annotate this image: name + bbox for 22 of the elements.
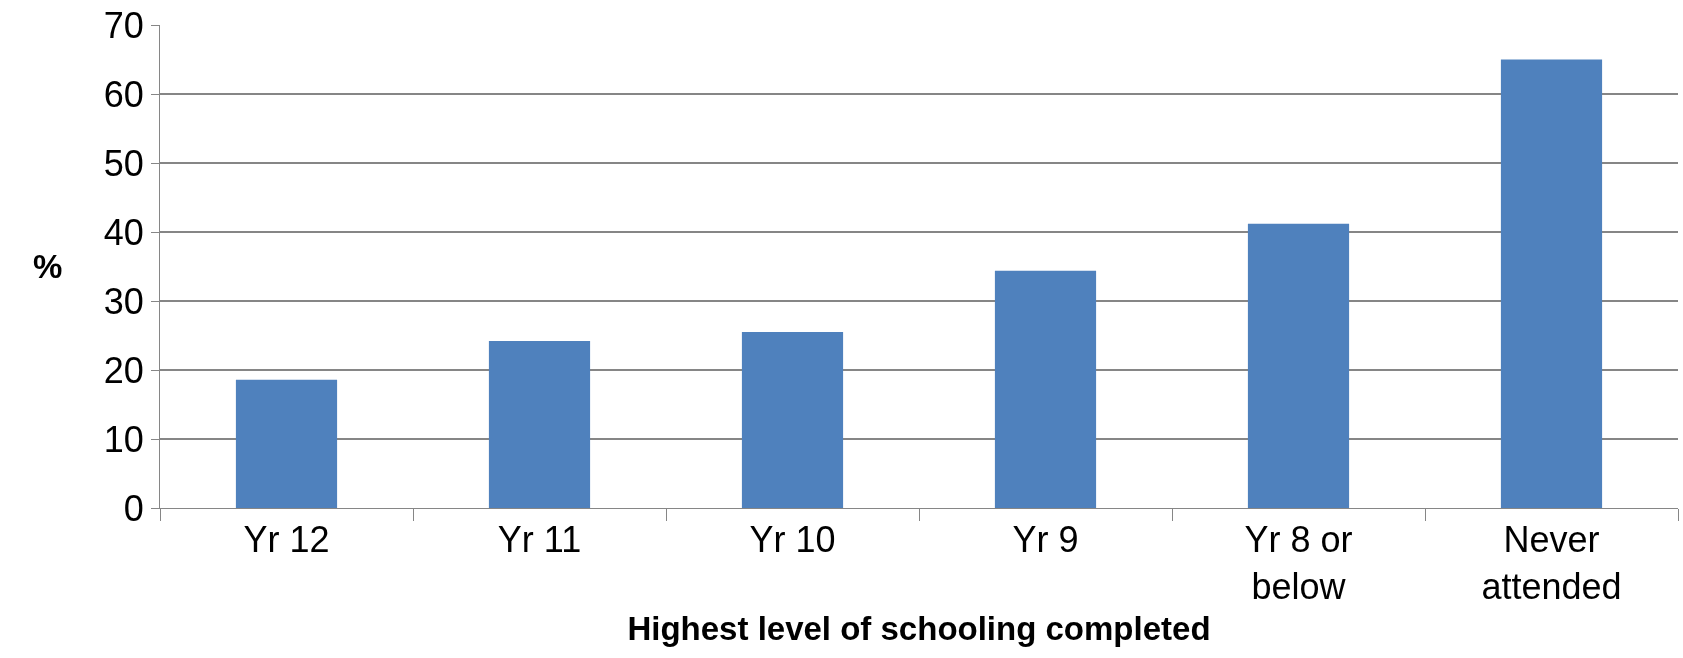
x-tick-label: Yr 8 or below: [1244, 519, 1353, 607]
bar: [741, 332, 844, 508]
y-tick-label: 10: [103, 418, 144, 460]
x-axis-title: Highest level of schooling completed: [627, 609, 1211, 647]
x-tick-label: Yr 12: [243, 519, 330, 561]
y-tick-label: 40: [103, 211, 144, 253]
y-tick-label: 20: [103, 349, 144, 391]
y-tick-label: 30: [103, 280, 144, 322]
y-tick-label: 60: [103, 73, 144, 115]
y-tick-label: 50: [103, 142, 144, 184]
bar: [1247, 223, 1350, 508]
x-tick-label: Yr 11: [497, 519, 582, 561]
bar: [1500, 59, 1603, 508]
y-tick-label: 70: [103, 4, 144, 46]
y-tick-label: 0: [123, 487, 144, 529]
x-tick-label: Yr 10: [749, 519, 836, 561]
bar: [235, 379, 338, 508]
bar: [994, 270, 1097, 508]
x-tick-label: Yr 9: [1012, 519, 1079, 561]
x-tick-label: Never attended: [1481, 519, 1622, 607]
bar: [488, 341, 591, 508]
y-axis-title: %: [33, 248, 63, 285]
